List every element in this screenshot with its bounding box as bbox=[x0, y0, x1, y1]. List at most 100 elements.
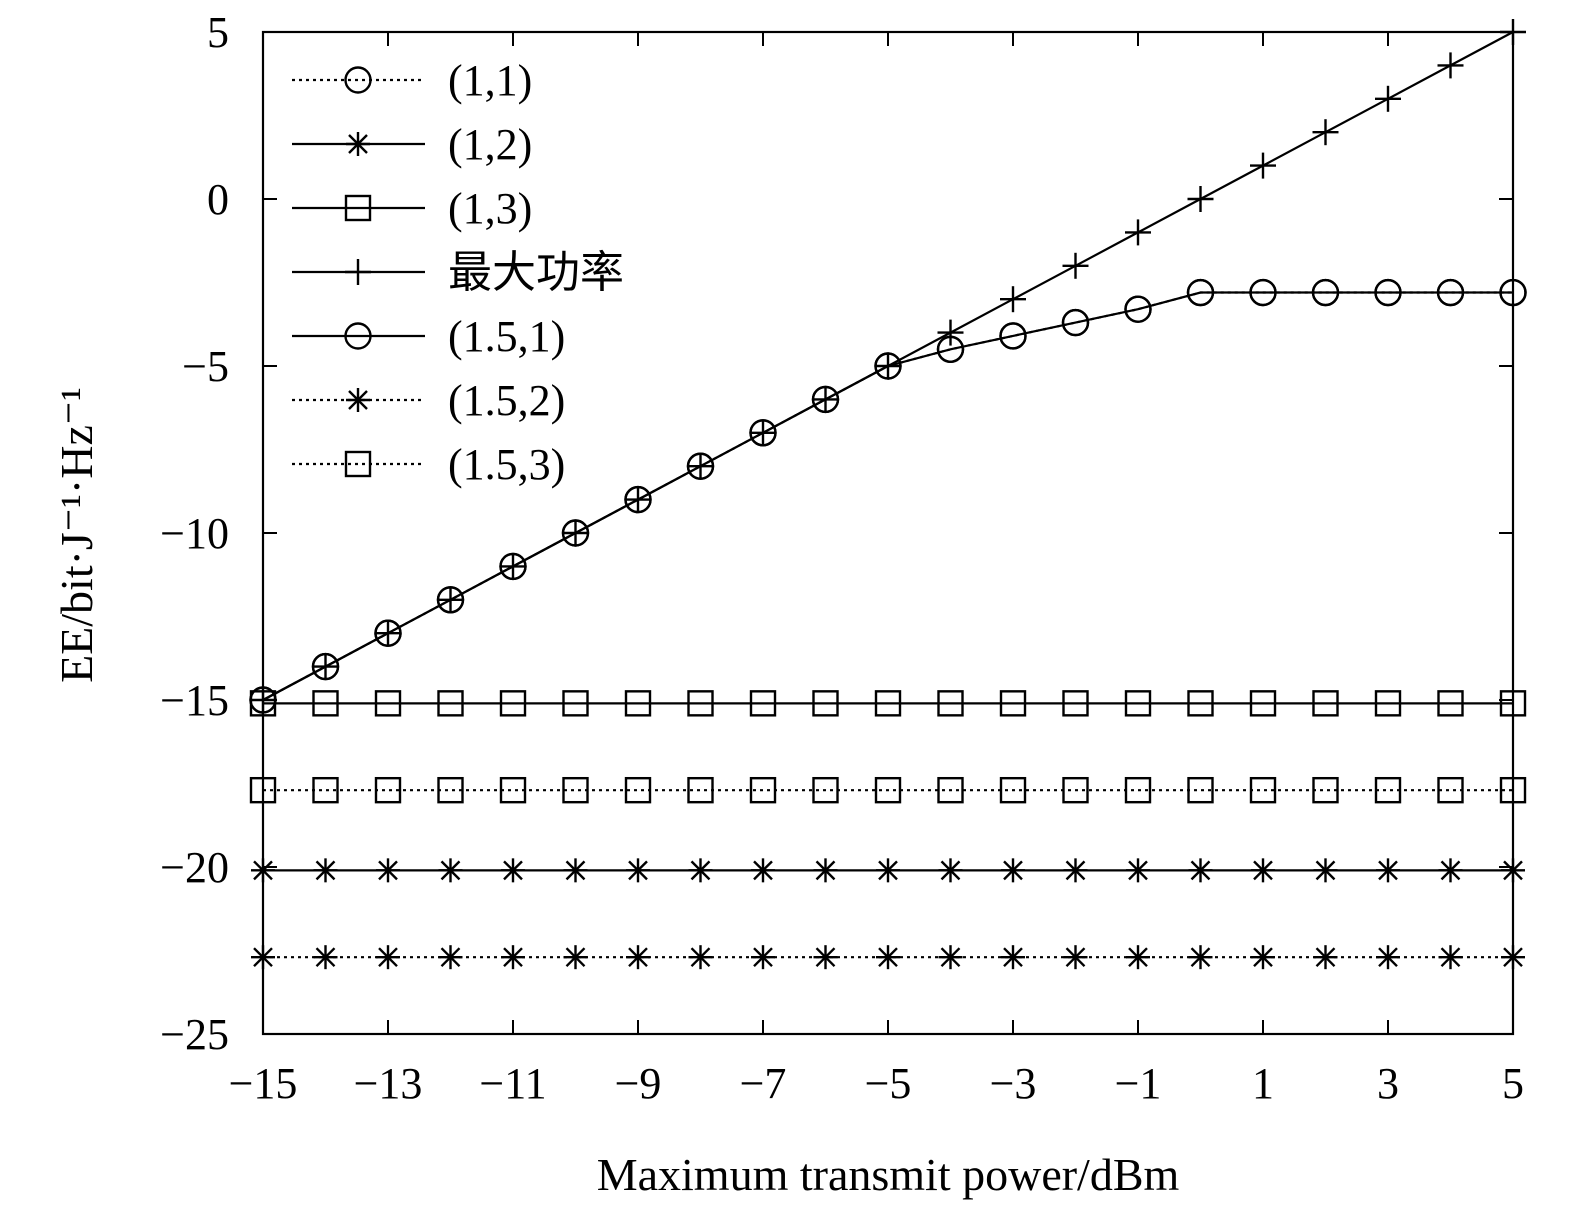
legend-marker bbox=[344, 322, 372, 350]
x-axis-label: Maximum transmit power/dBm bbox=[597, 1149, 1180, 1200]
legend-item-4: 最大功率 bbox=[292, 248, 624, 297]
series-4-point bbox=[375, 620, 401, 647]
x-tick-label: −3 bbox=[990, 1059, 1037, 1108]
series-3-point bbox=[1437, 690, 1464, 717]
series-2-point bbox=[1313, 858, 1338, 883]
series-2-point bbox=[438, 858, 463, 883]
series-6-point bbox=[1001, 945, 1025, 970]
legend-label: 最大功率 bbox=[448, 248, 624, 297]
series-5-point bbox=[1124, 295, 1152, 323]
series-2-point bbox=[688, 858, 713, 883]
x-tick-label: −5 bbox=[865, 1059, 912, 1108]
series-7-point bbox=[437, 776, 464, 804]
legend-item-2: (1,2) bbox=[292, 120, 532, 169]
series-5-point bbox=[1436, 278, 1465, 307]
series-4-point bbox=[312, 653, 339, 680]
series-4-point bbox=[687, 453, 714, 480]
series-2-point bbox=[1251, 858, 1275, 883]
y-tick-label: 5 bbox=[207, 8, 229, 57]
series-7-point bbox=[1124, 776, 1152, 804]
legend-label: (1,3) bbox=[448, 184, 532, 233]
series-7-point bbox=[999, 776, 1027, 804]
series-2-point bbox=[1126, 858, 1150, 883]
legend-marker bbox=[345, 259, 371, 285]
legend-label: (1.5,2) bbox=[448, 376, 565, 425]
series-2-point bbox=[876, 858, 900, 883]
legend-item-1: (1,1) bbox=[292, 56, 532, 105]
series-2-point bbox=[626, 858, 650, 883]
series-7-point bbox=[562, 776, 589, 804]
series-4-point bbox=[1187, 186, 1214, 212]
series-4-point bbox=[1312, 119, 1339, 146]
series-2-point bbox=[1376, 858, 1400, 883]
series-2-point bbox=[751, 858, 775, 883]
series-6-point bbox=[313, 945, 338, 970]
series-3-point bbox=[749, 690, 777, 717]
series-5-point bbox=[1186, 278, 1215, 307]
series-6-point bbox=[1063, 945, 1088, 970]
series-6-point bbox=[751, 945, 775, 970]
x-tick-label: −7 bbox=[740, 1059, 787, 1108]
series-5-point bbox=[749, 419, 777, 447]
series-6-point bbox=[1438, 945, 1463, 970]
legend-label: (1,1) bbox=[448, 56, 532, 105]
series-6-point bbox=[876, 945, 900, 970]
y-tick-label: −20 bbox=[160, 843, 229, 892]
series-6-point bbox=[1251, 945, 1275, 970]
series-3-point bbox=[312, 690, 339, 717]
series-7-point bbox=[812, 776, 839, 804]
x-tick-label: −1 bbox=[1115, 1059, 1162, 1108]
y-tick-label: −5 bbox=[182, 342, 229, 391]
series-4-point bbox=[437, 586, 464, 613]
series-4-point bbox=[625, 486, 651, 513]
series-3-point bbox=[562, 690, 589, 717]
series-5-point bbox=[374, 619, 402, 647]
series-2-point bbox=[563, 858, 588, 883]
series-3-point bbox=[374, 690, 402, 717]
legend-label: (1.5,1) bbox=[448, 312, 565, 361]
series-6-point bbox=[1188, 945, 1213, 970]
x-tick-label: −13 bbox=[354, 1059, 423, 1108]
series-6-point bbox=[688, 945, 713, 970]
series-7-point bbox=[312, 776, 339, 804]
series-4-point bbox=[750, 419, 776, 446]
series-4-point bbox=[1437, 52, 1464, 79]
series-3-point bbox=[437, 690, 464, 717]
series-4-point bbox=[1062, 252, 1089, 279]
series-5-point bbox=[1061, 308, 1090, 337]
legend-marker bbox=[346, 132, 370, 156]
plot-lines bbox=[262, 31, 1514, 959]
series-4-point bbox=[937, 319, 964, 346]
series-6-point bbox=[1313, 945, 1338, 970]
series-3-point bbox=[1374, 690, 1402, 717]
series-5-point bbox=[311, 652, 340, 681]
legend-label: (1.5,3) bbox=[448, 440, 565, 489]
series-3-point bbox=[624, 690, 652, 717]
y-axis-label: EE/bit·J⁻¹·Hz⁻¹ bbox=[51, 387, 102, 683]
series-5-point bbox=[436, 586, 465, 614]
x-tick-label: 3 bbox=[1377, 1059, 1399, 1108]
series-3-point bbox=[1312, 690, 1339, 717]
legend-item-7: (1.5,3) bbox=[292, 440, 565, 489]
series-5-point bbox=[1249, 278, 1277, 307]
series-7-point bbox=[624, 776, 652, 804]
x-axis: −15 −13 −11 −9 −7 −5 −3 −1 1 3 5 bbox=[229, 32, 1524, 1108]
y-tick-label: −10 bbox=[160, 509, 229, 558]
series-3-point bbox=[1124, 690, 1152, 717]
series-7-point bbox=[1187, 776, 1214, 804]
series-5-point bbox=[811, 385, 840, 414]
legend-item-6: (1.5,2) bbox=[292, 376, 565, 425]
series-6-point bbox=[813, 945, 838, 970]
series-7-point bbox=[1249, 776, 1277, 804]
series-6-point bbox=[563, 945, 588, 970]
series-7-point bbox=[1374, 776, 1402, 804]
legend: (1,1) (1,2) (1,3) 最大功率 (1.5,1) (1.5,2) (1.5,3) bbox=[292, 56, 624, 489]
series-5-point bbox=[1374, 278, 1402, 307]
series-5-point bbox=[624, 485, 652, 514]
series-7-point bbox=[1062, 776, 1089, 804]
series-5-point bbox=[686, 452, 715, 480]
series-7-point bbox=[687, 776, 714, 804]
series-5-point bbox=[499, 552, 527, 581]
legend-marker bbox=[344, 194, 372, 222]
series-7-point bbox=[749, 776, 777, 804]
